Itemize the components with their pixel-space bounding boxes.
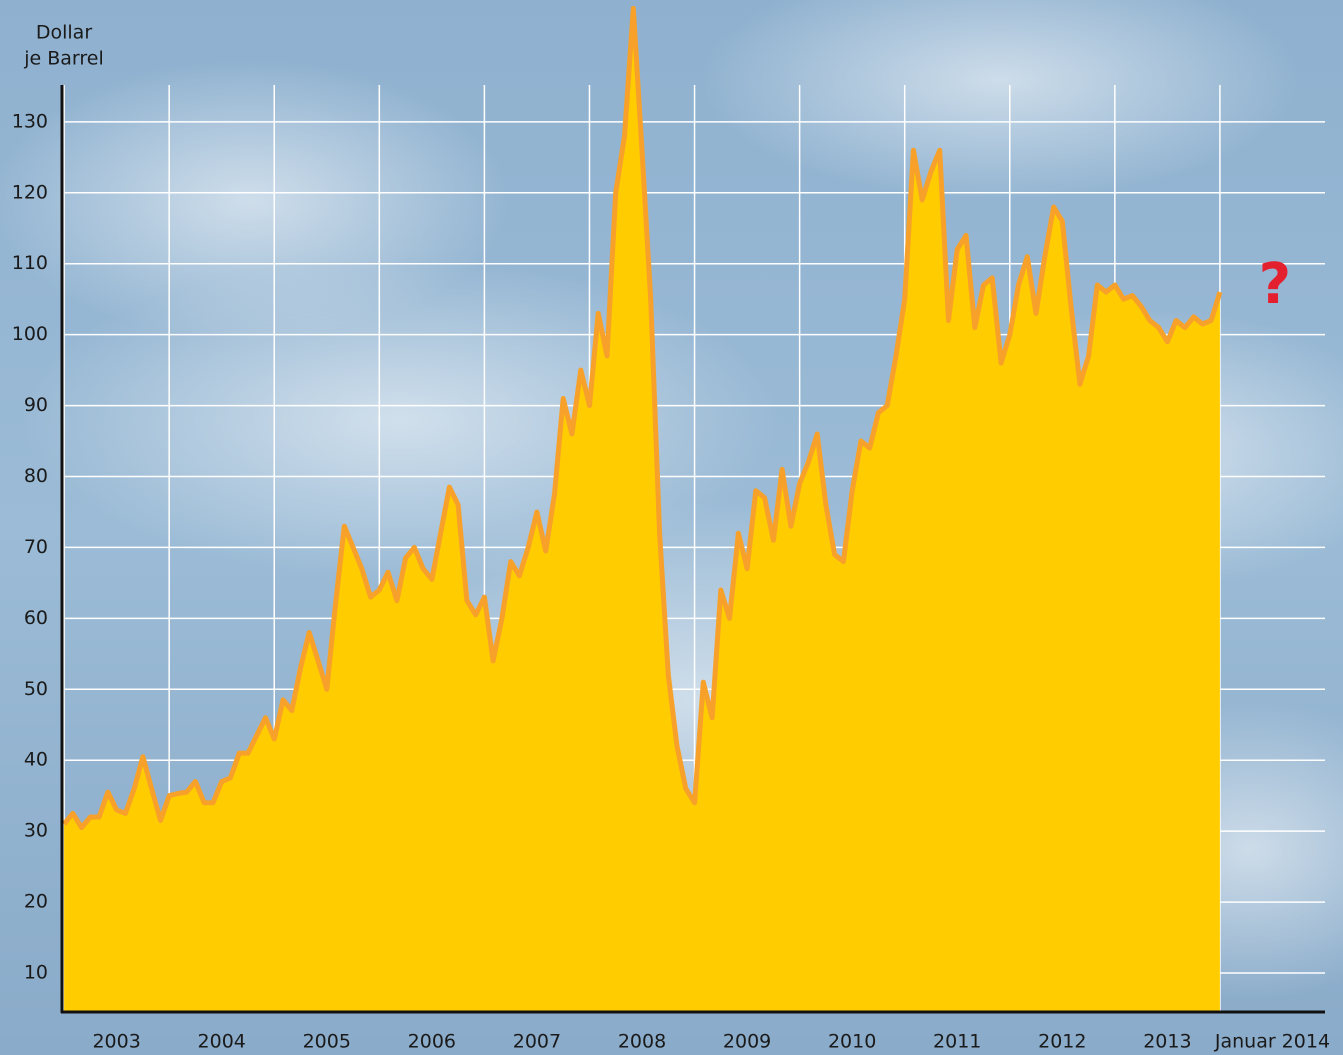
y-axis-label: je Barrel — [23, 48, 104, 70]
y-tick-label: 80 — [24, 465, 48, 487]
cloud — [0, 60, 510, 340]
x-tick-label: 2012 — [1038, 1031, 1086, 1053]
y-tick-label: 60 — [24, 607, 48, 629]
chart: Dollar je Barrel 10 20 30 40 50 60 70 80 90 100 11… — [0, 0, 1343, 1055]
y-tick-label: 90 — [24, 394, 48, 416]
x-tick-label: 2008 — [618, 1031, 666, 1053]
y-tick-label: 120 — [12, 181, 48, 203]
x-tick-label: 2005 — [303, 1031, 351, 1053]
x-tick-label: 2003 — [92, 1031, 140, 1053]
page: {"chart_data": { "type": "area", "ylabel… — [0, 0, 1343, 1055]
x-tick-label: 2006 — [408, 1031, 456, 1053]
y-tick-label: 10 — [24, 961, 48, 983]
y-tick-label: 100 — [12, 323, 48, 345]
x-tick-label: 2009 — [723, 1031, 771, 1053]
x-tick-label: 2013 — [1143, 1031, 1191, 1053]
y-tick-label: 110 — [12, 252, 48, 274]
y-tick-label: 130 — [12, 110, 48, 132]
y-tick-label: 50 — [24, 678, 48, 700]
x-tick-label: 2007 — [513, 1031, 561, 1053]
x-tick-label: 2004 — [198, 1031, 246, 1053]
annotation: ? — [1259, 252, 1291, 317]
y-axis-label: Dollar — [36, 22, 92, 44]
y-tick-label: 20 — [24, 891, 48, 913]
y-tick-label: 40 — [24, 749, 48, 771]
x-tick-label: Januar 2014 — [1214, 1031, 1330, 1053]
x-tick-label: 2010 — [828, 1031, 876, 1053]
y-tick-label: 70 — [24, 536, 48, 558]
x-tick-label: 2011 — [933, 1031, 981, 1053]
y-tick-label: 30 — [24, 820, 48, 842]
